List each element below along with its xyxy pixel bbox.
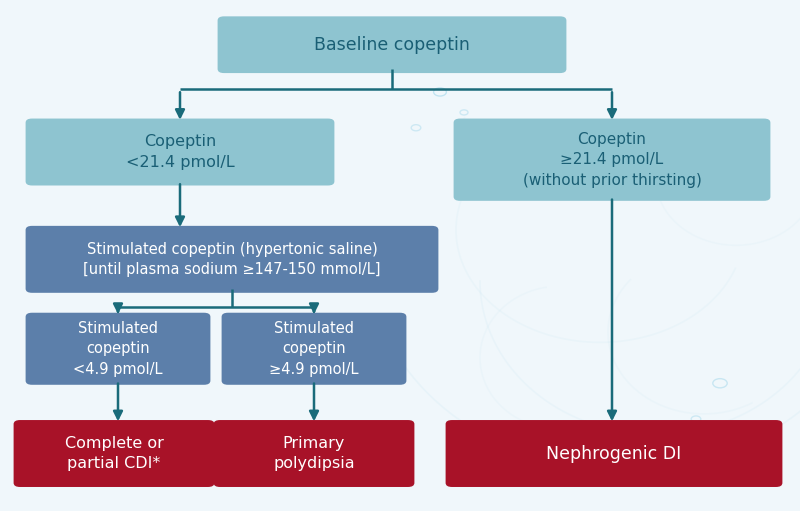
FancyBboxPatch shape [446, 420, 782, 487]
Text: Copeptin
<21.4 pmol/L: Copeptin <21.4 pmol/L [126, 134, 234, 170]
FancyBboxPatch shape [26, 313, 210, 385]
FancyBboxPatch shape [218, 16, 566, 73]
Text: Complete or
partial CDI*: Complete or partial CDI* [65, 436, 163, 471]
Text: Nephrogenic DI: Nephrogenic DI [546, 445, 682, 462]
Text: Stimulated copeptin (hypertonic saline)
[until plasma sodium ≥147-150 mmol/L]: Stimulated copeptin (hypertonic saline) … [83, 242, 381, 277]
Text: Stimulated
copeptin
<4.9 pmol/L: Stimulated copeptin <4.9 pmol/L [74, 321, 162, 377]
Text: Stimulated
copeptin
≥4.9 pmol/L: Stimulated copeptin ≥4.9 pmol/L [270, 321, 358, 377]
FancyBboxPatch shape [222, 313, 406, 385]
Text: Baseline copeptin: Baseline copeptin [314, 36, 470, 54]
Text: Primary
polydipsia: Primary polydipsia [273, 436, 355, 471]
Text: Copeptin
≥21.4 pmol/L
(without prior thirsting): Copeptin ≥21.4 pmol/L (without prior thi… [522, 132, 702, 188]
FancyBboxPatch shape [214, 420, 414, 487]
FancyBboxPatch shape [454, 119, 770, 201]
FancyBboxPatch shape [14, 420, 214, 487]
FancyBboxPatch shape [26, 226, 438, 293]
FancyBboxPatch shape [26, 119, 334, 185]
